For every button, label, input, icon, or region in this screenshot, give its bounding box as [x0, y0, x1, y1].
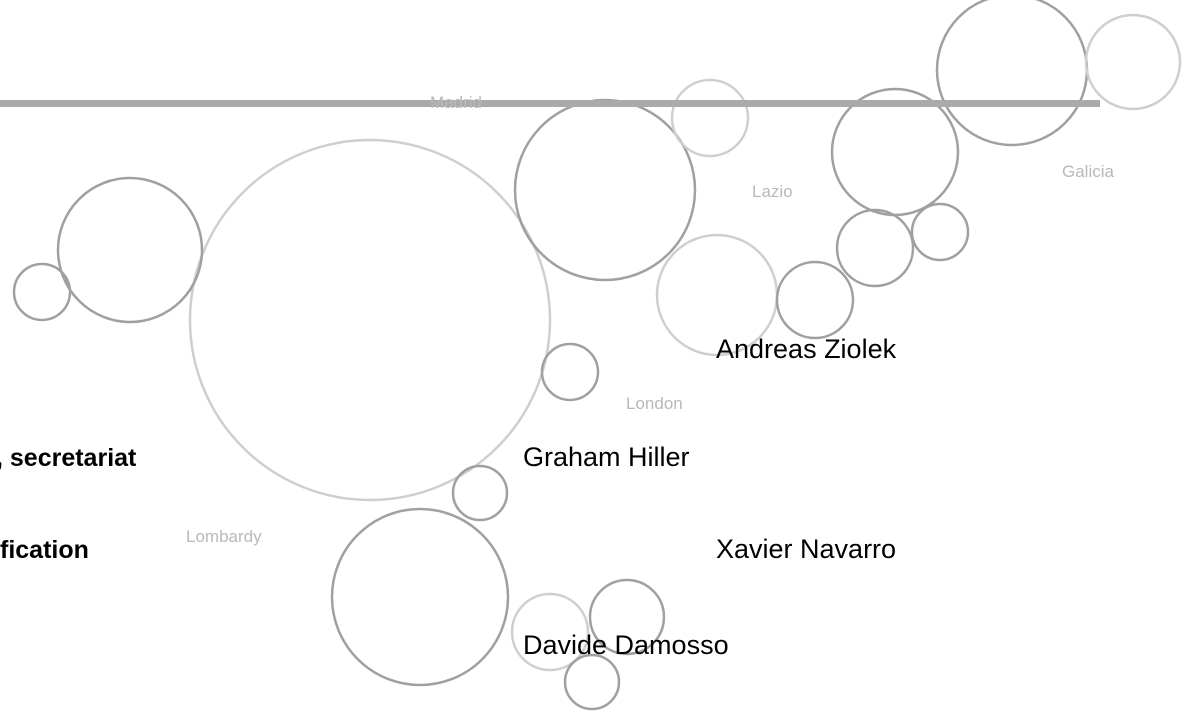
bubble	[912, 204, 968, 260]
bubble	[937, 0, 1087, 145]
bubble	[332, 509, 508, 685]
bubble	[1086, 15, 1180, 109]
bubble	[515, 100, 695, 280]
map-label: Galicia	[1062, 162, 1115, 181]
bubble	[542, 344, 598, 400]
bubble	[453, 466, 507, 520]
map-label: London	[626, 394, 683, 413]
bubble	[672, 80, 748, 156]
person-name: Graham Hiller	[523, 442, 690, 472]
map-label: Lazio	[752, 182, 793, 201]
bubble	[190, 140, 550, 500]
map-label: Lombardy	[186, 527, 262, 546]
left-item: , secretariat	[0, 444, 137, 472]
bubble	[777, 262, 853, 338]
bubble	[58, 178, 202, 322]
person-name: Davide Damosso	[523, 630, 729, 660]
divider	[0, 100, 1100, 107]
person-name: Xavier Navarro	[716, 534, 896, 564]
bubble	[837, 210, 913, 286]
person-name: Andreas Ziolek	[716, 334, 897, 364]
bubble	[565, 655, 619, 709]
slide: Madrid Lazio Galicia London Lombardy , s…	[0, 0, 1195, 712]
bubble	[832, 89, 958, 215]
page: Madrid Lazio Galicia London Lombardy , s…	[0, 0, 1195, 712]
left-item: fication	[0, 536, 89, 564]
map-label: Madrid	[430, 93, 482, 112]
bubble	[14, 264, 70, 320]
